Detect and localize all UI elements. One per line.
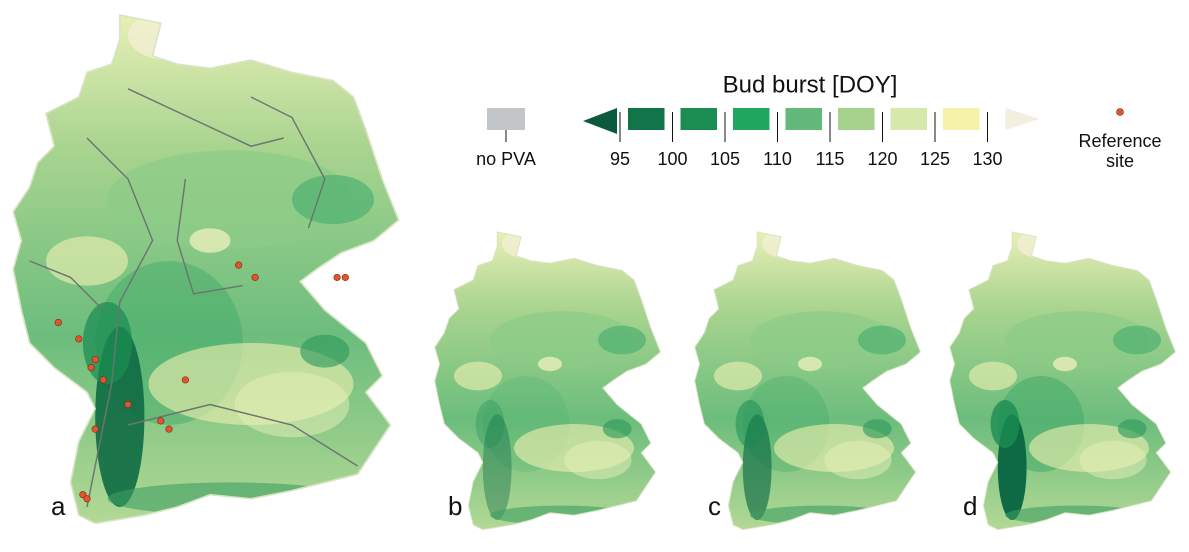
color-bin xyxy=(733,108,770,130)
map-region xyxy=(476,400,505,448)
map-fill xyxy=(5,11,415,548)
map-panel xyxy=(430,230,670,544)
tick-label: 100 xyxy=(657,149,687,169)
map-region xyxy=(300,335,349,368)
panel-label: b xyxy=(448,491,462,521)
color-bin xyxy=(681,108,718,130)
map-region xyxy=(714,362,762,391)
color-bin xyxy=(838,108,875,130)
panel-label: a xyxy=(51,491,66,521)
map-region xyxy=(564,441,631,479)
map-region xyxy=(750,506,894,525)
color-arrow-low xyxy=(583,108,617,134)
reference-site-marker xyxy=(1117,109,1124,116)
map-region xyxy=(190,228,231,253)
reference-site xyxy=(76,336,83,343)
map-panel xyxy=(945,230,1185,544)
tick-label: 130 xyxy=(972,149,1002,169)
reference-site xyxy=(125,401,132,408)
reference-site xyxy=(182,377,189,384)
map-panel xyxy=(690,230,930,544)
reference-site xyxy=(166,426,173,433)
color-bin xyxy=(943,108,980,130)
map-region xyxy=(991,400,1020,448)
reference-site xyxy=(88,364,95,371)
tick-label: 125 xyxy=(920,149,950,169)
color-bin xyxy=(628,108,665,130)
map-fill xyxy=(690,230,930,544)
map-panel xyxy=(5,11,415,548)
map-region xyxy=(292,175,374,224)
legend: Bud burst [DOY] no PVA 95 100 105 110 115 120… xyxy=(476,71,1161,170)
color-bin xyxy=(891,108,928,130)
color-bin xyxy=(786,108,823,130)
map-fill xyxy=(945,230,1185,544)
reference-site xyxy=(92,356,99,363)
figure: a b c d Bud burst [DOY] no PVA 95 100 105 110 1… xyxy=(0,0,1189,552)
map-region xyxy=(490,506,634,525)
maps: a b c d xyxy=(5,11,1185,548)
map-fill xyxy=(430,230,670,544)
map-region xyxy=(1118,419,1147,438)
map-region xyxy=(454,362,502,391)
map-region xyxy=(1005,506,1149,525)
map-region xyxy=(1053,357,1077,371)
reference-site xyxy=(92,426,99,433)
reference-site xyxy=(252,274,259,281)
map-region xyxy=(969,362,1017,391)
map-region xyxy=(1113,326,1161,355)
no-data-label: no PVA xyxy=(476,149,536,169)
reference-site xyxy=(334,274,341,281)
map-region xyxy=(798,357,822,371)
reference-site-label: Reference xyxy=(1078,131,1161,151)
map-region xyxy=(1079,441,1146,479)
map-region xyxy=(858,326,906,355)
map-region xyxy=(108,482,354,515)
reference-site xyxy=(100,377,107,384)
legend-title: Bud burst [DOY] xyxy=(723,71,898,98)
map-region xyxy=(538,357,562,371)
panel-label: c xyxy=(708,491,721,521)
map-region xyxy=(603,419,632,438)
panel-label: d xyxy=(963,491,977,521)
tick-label: 95 xyxy=(610,149,630,169)
map-region xyxy=(863,419,892,438)
tick-label: 120 xyxy=(867,149,897,169)
reference-site xyxy=(235,262,242,269)
map-region xyxy=(46,236,128,285)
map-region xyxy=(83,302,132,384)
reference-site xyxy=(84,496,91,503)
reference-site xyxy=(158,418,165,425)
reference-site-label: site xyxy=(1106,151,1134,171)
map-region xyxy=(598,326,646,355)
tick-label: 110 xyxy=(763,149,792,169)
map-region xyxy=(235,372,350,438)
reference-site xyxy=(55,319,62,326)
color-arrow-high xyxy=(1006,108,1040,130)
reference-site xyxy=(342,274,349,281)
map-region xyxy=(736,400,765,448)
tick-label: 115 xyxy=(816,149,845,169)
no-data-swatch xyxy=(487,108,525,130)
map-region xyxy=(824,441,891,479)
tick-label: 105 xyxy=(710,149,740,169)
